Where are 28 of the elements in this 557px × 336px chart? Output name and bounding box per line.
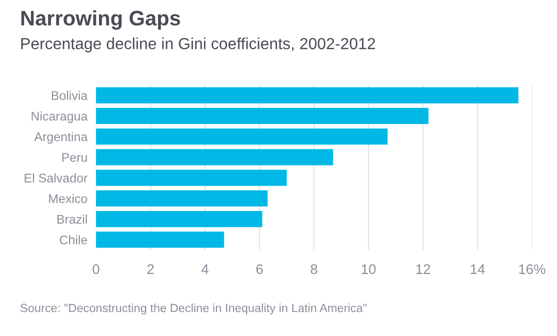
bar bbox=[96, 170, 287, 186]
chart-subtitle: Percentage decline in Gini coefficients, 2002-2012 bbox=[21, 38, 375, 52]
y-tick-label: El Salvador bbox=[24, 173, 88, 182]
bar bbox=[96, 149, 334, 166]
y-tick-label: Argentina bbox=[34, 132, 88, 144]
bar bbox=[96, 190, 268, 206]
chart-title: Narrowing Gaps bbox=[21, 10, 180, 30]
x-tick-label: 4 bbox=[201, 264, 208, 274]
x-tick-label: 8 bbox=[310, 264, 318, 274]
x-tick-label: 0 bbox=[92, 264, 100, 274]
x-tick-label: 12 bbox=[416, 264, 430, 274]
y-tick-label: Chile bbox=[60, 235, 88, 244]
x-tick-label: 16% bbox=[519, 264, 546, 274]
x-tick-label: 14 bbox=[470, 264, 485, 274]
source-note: Source: "Deconstructing the Decline in Inequality in Latin America" bbox=[20, 303, 366, 314]
x-tick-label: 2 bbox=[147, 264, 154, 274]
x-tick-label: 6 bbox=[256, 264, 263, 274]
y-tick-label: Peru bbox=[62, 153, 87, 162]
bar bbox=[96, 232, 224, 248]
y-tick-label: Brazil bbox=[57, 214, 87, 224]
y-tick-label: Mexico bbox=[49, 194, 88, 204]
bar bbox=[96, 87, 518, 104]
bar bbox=[96, 211, 262, 228]
bar bbox=[96, 108, 428, 124]
x-tick-label: 10 bbox=[362, 264, 376, 274]
bar bbox=[96, 128, 388, 145]
y-tick-label: Nicaragua bbox=[32, 111, 88, 124]
y-tick-label: Bolivia bbox=[52, 90, 88, 100]
